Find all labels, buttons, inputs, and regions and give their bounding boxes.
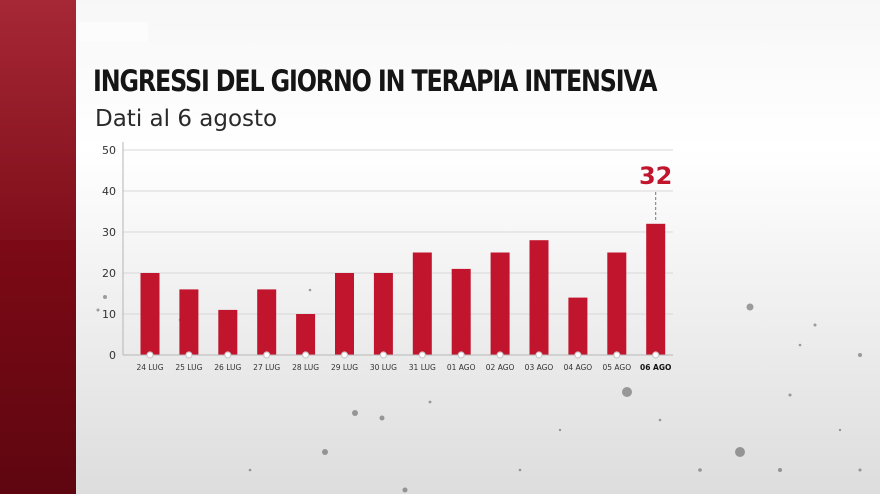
x-axis-marker xyxy=(613,351,621,359)
x-tick-label: 01 AGO xyxy=(447,363,476,372)
chart-subtitle: Dati al 6 agosto xyxy=(95,106,278,132)
x-tick-label: 31 LUG xyxy=(409,363,436,372)
y-tick-label: 10 xyxy=(102,308,116,321)
y-axis: 0 10 20 30 40 50 xyxy=(102,142,124,362)
x-axis-marker xyxy=(418,351,426,359)
decor-dot xyxy=(248,468,252,472)
x-tick-label: 24 LUG xyxy=(136,363,163,372)
x-tick-label: 28 LUG xyxy=(292,363,319,372)
x-axis-marker xyxy=(379,351,387,359)
bar xyxy=(490,252,510,355)
bar xyxy=(335,273,354,355)
band-highlight xyxy=(0,0,76,240)
decor-dot xyxy=(813,323,817,327)
y-tick-label: 20 xyxy=(102,267,116,280)
bar xyxy=(607,252,627,355)
x-axis-marker xyxy=(302,351,310,359)
decor-dot xyxy=(658,418,662,422)
decor-dot xyxy=(352,410,358,416)
bar xyxy=(568,297,588,355)
decor-dot xyxy=(518,468,522,472)
decor-dot xyxy=(838,428,842,432)
y-tick-label: 30 xyxy=(102,226,116,239)
chart-gridlines xyxy=(123,149,673,315)
decor-dot xyxy=(778,468,782,472)
bar xyxy=(529,240,549,355)
chart-title: INGRESSI DEL GIORNO IN TERAPIA INTENSIVA xyxy=(93,64,658,98)
x-tick-label: 29 LUG xyxy=(331,363,358,372)
decor-dot xyxy=(402,487,408,493)
x-tick-label: 05 AGO xyxy=(602,363,631,372)
y-tick-label: 0 xyxy=(109,349,116,362)
channel-logo-watermark xyxy=(78,22,148,42)
x-tick-label: 30 LUG xyxy=(370,363,397,372)
x-axis-marker xyxy=(224,351,232,359)
bar xyxy=(218,309,238,355)
decor-dot xyxy=(735,447,745,457)
x-axis: 24 LUG 25 LUG 26 LUG 27 LUG 28 LUG 29 LUG 30 L… xyxy=(123,351,673,372)
decor-dot xyxy=(96,308,100,312)
decor-dot xyxy=(858,468,862,472)
bar xyxy=(646,223,666,355)
bar xyxy=(179,289,199,355)
x-axis-marker xyxy=(535,351,543,359)
decor-dot xyxy=(698,468,702,472)
x-tick-label: 02 AGO xyxy=(486,363,515,372)
bar xyxy=(296,314,316,355)
x-axis-marker xyxy=(340,351,349,359)
bar xyxy=(451,268,471,355)
decor-dot xyxy=(558,428,562,432)
bar xyxy=(257,289,277,355)
decor-dot xyxy=(308,288,312,292)
dot-decoration xyxy=(96,288,862,493)
value-callout: 32 xyxy=(639,162,672,222)
decor-dot xyxy=(746,303,754,311)
decor-dot xyxy=(379,415,385,421)
x-tick-label: 06 AGO xyxy=(640,363,671,372)
bar xyxy=(373,273,393,355)
y-tick-label: 50 xyxy=(102,144,116,157)
decor-dot xyxy=(798,343,802,347)
x-tick-label: 25 LUG xyxy=(175,363,202,372)
left-red-band xyxy=(0,0,76,494)
x-tick-label: 04 AGO xyxy=(564,363,593,372)
decor-dot xyxy=(622,387,632,397)
x-axis-marker xyxy=(652,351,660,359)
decor-dot xyxy=(103,295,107,299)
bar-series xyxy=(140,223,666,355)
x-axis-marker xyxy=(263,351,271,359)
x-axis-marker xyxy=(457,351,465,359)
bar xyxy=(412,252,432,355)
decor-dot xyxy=(788,393,792,397)
x-tick-label: 26 LUG xyxy=(214,363,241,372)
x-axis-marker xyxy=(146,351,154,359)
decor-dot xyxy=(858,353,862,357)
x-axis-marker xyxy=(496,351,504,359)
x-tick-label: 03 AGO xyxy=(525,363,554,372)
x-axis-marker xyxy=(574,351,582,359)
x-tick-label: 27 LUG xyxy=(253,363,280,372)
decor-dot xyxy=(428,400,432,404)
bar xyxy=(140,273,160,355)
data-label: 32 xyxy=(639,162,672,190)
x-axis-marker xyxy=(185,351,193,359)
decor-dot xyxy=(322,449,328,455)
y-tick-label: 40 xyxy=(102,185,116,198)
